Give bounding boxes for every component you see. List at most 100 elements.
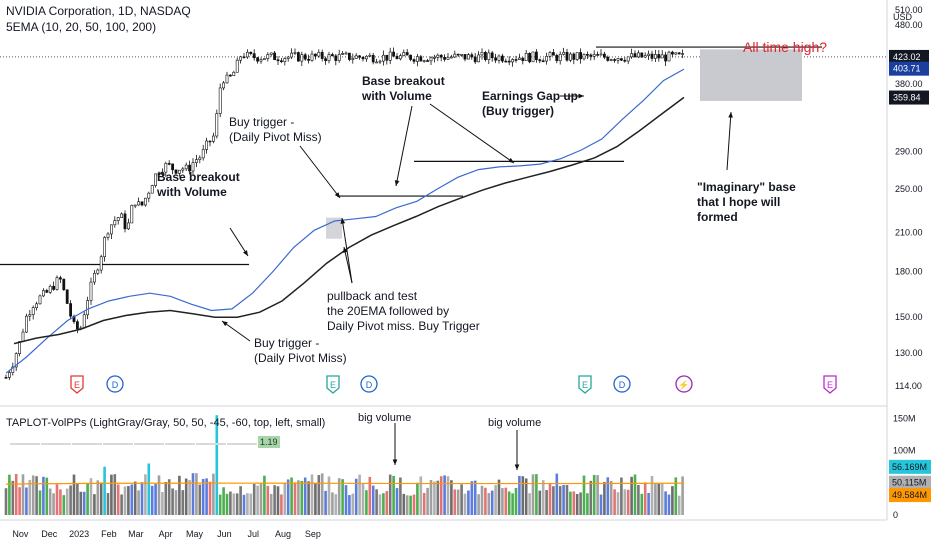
candle-body <box>422 60 426 62</box>
volume-indicator-label: TAPLOT-VolPPs (LightGray/Gray, 50, 50, -… <box>6 417 326 429</box>
candle-body <box>330 54 334 57</box>
candle-body <box>521 57 525 61</box>
volume-bar <box>419 476 423 515</box>
arrow-imaginary-head <box>728 112 733 118</box>
candle-body <box>653 54 657 59</box>
pivot-pills: 1.19 <box>10 432 281 450</box>
volume-bar <box>157 475 161 515</box>
volume-bar <box>388 474 392 515</box>
candle-body <box>96 269 100 274</box>
volume-bar <box>130 484 134 515</box>
earnings-marker <box>70 375 84 394</box>
candle-body <box>4 377 8 379</box>
candle-body <box>602 53 606 58</box>
volume-bar <box>436 480 440 515</box>
price-tick-label: 510.00 <box>895 5 923 15</box>
candle-body <box>18 341 22 354</box>
price-tick-label: 114.00 <box>895 381 922 391</box>
annotation-big-volume-1: big volume <box>358 412 412 424</box>
volume-bar <box>371 485 375 515</box>
volume-bar <box>524 478 528 515</box>
candle-body <box>103 237 107 258</box>
volume-bar <box>297 480 300 515</box>
volume-bar <box>348 495 351 515</box>
event-letter: E <box>827 380 833 390</box>
volume-bar <box>161 492 164 515</box>
volume-bar <box>25 487 28 515</box>
candle-body <box>619 58 623 61</box>
pivot-pill <box>41 443 71 445</box>
candle-body <box>524 52 528 61</box>
volume-bar <box>344 485 348 515</box>
candle-body <box>341 53 345 55</box>
price-label-box <box>889 90 929 105</box>
volume-bar <box>535 474 538 515</box>
candle-body <box>460 54 464 56</box>
volume-bar <box>337 478 341 515</box>
annotation-buy-trigger-1: Buy trigger - (Daily Pivot Miss) <box>229 115 322 144</box>
candle-body <box>344 52 348 55</box>
volume-bar <box>290 477 293 515</box>
candle-body <box>443 56 447 60</box>
candle-body <box>279 60 283 63</box>
volume-bar <box>133 481 137 515</box>
volume-bar <box>582 475 586 515</box>
volume-bar <box>603 482 606 515</box>
annotation-arrows <box>221 93 733 470</box>
candle-body <box>429 57 433 62</box>
candle-body <box>439 54 443 58</box>
candle-body <box>45 290 49 293</box>
earnings-marker <box>326 375 340 394</box>
arrow-breakout-1 <box>229 227 249 257</box>
volume-bar <box>637 484 640 515</box>
volume-bar <box>99 482 103 515</box>
volume-bar <box>334 494 338 515</box>
volume-bar <box>429 479 433 515</box>
volume-bar <box>518 475 521 515</box>
candle-body <box>324 58 328 62</box>
candle-body <box>674 52 678 55</box>
candle-body <box>93 272 96 283</box>
candle-body <box>609 59 613 61</box>
volume-bar <box>630 476 633 515</box>
volume-bar <box>606 477 610 515</box>
volume-bar <box>450 480 453 515</box>
pivot-pill <box>134 443 164 445</box>
volume-tick-label: 0 <box>893 510 898 520</box>
candle-body <box>161 171 164 175</box>
time-tick-label: 2023 <box>69 529 89 539</box>
candle-body <box>647 53 651 56</box>
volume-bar <box>205 478 208 515</box>
volume-bars <box>4 415 685 515</box>
volume-label-value: 56.169M <box>892 462 927 472</box>
candle-body <box>191 162 195 172</box>
volume-bar <box>269 493 273 515</box>
arrow-breakout-2a-head <box>394 180 400 186</box>
price-tick-label: 180.00 <box>895 266 923 276</box>
candles <box>4 47 685 381</box>
volume-bar <box>147 463 151 515</box>
candle-body <box>640 52 644 58</box>
candle-body <box>548 52 552 57</box>
volume-bar <box>303 477 307 515</box>
imaginary-base-box <box>700 49 802 101</box>
volume-bar <box>416 482 419 515</box>
candle-body <box>538 59 542 62</box>
candle-body <box>592 54 596 57</box>
volume-bar <box>375 489 378 515</box>
price-tick-label: 480.00 <box>895 20 923 30</box>
candle-body <box>167 163 171 165</box>
volume-bar <box>79 491 83 515</box>
dividend-marker <box>106 375 124 393</box>
candle-body <box>276 59 280 62</box>
volume-bar <box>93 494 96 515</box>
volume-bar <box>218 494 222 515</box>
candle-body <box>531 51 535 63</box>
volume-bar <box>45 477 49 515</box>
time-tick-label: Sep <box>305 529 321 539</box>
candle-body <box>174 169 178 174</box>
volume-bar <box>263 475 266 515</box>
volume-bar <box>62 495 66 515</box>
volume-bar <box>443 475 446 515</box>
